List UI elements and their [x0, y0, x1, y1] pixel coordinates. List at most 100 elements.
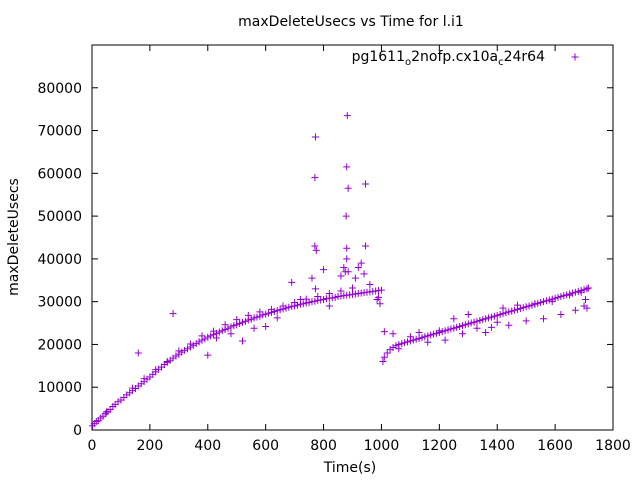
x-tick-label: 1200: [422, 438, 458, 454]
data-point: [114, 398, 122, 406]
data-point: [406, 333, 414, 341]
x-tick-label: 1000: [364, 438, 400, 454]
data-point: [227, 330, 235, 338]
data-point: [505, 321, 513, 329]
data-point: [262, 310, 270, 318]
axes: 0 200 400 600 800 1000 1200 1400 1600 1800 0 10000 2…: [37, 44, 631, 454]
data-point: [230, 322, 238, 330]
y-tick-label: 40000: [37, 252, 82, 268]
data-point: [557, 293, 565, 301]
data-point: [291, 299, 299, 307]
x-tick-label: 200: [137, 438, 164, 454]
x-tick-label: 1800: [595, 438, 631, 454]
data-point: [354, 263, 362, 271]
data-point: [513, 301, 521, 309]
data-point: [519, 304, 527, 312]
data-point: [198, 332, 206, 340]
data-point: [383, 349, 391, 357]
data-point: [273, 307, 281, 315]
y-tick-label: 30000: [37, 295, 82, 311]
data-point: [499, 304, 507, 312]
data-point: [557, 311, 565, 318]
data-point: [204, 333, 212, 341]
data-point: [554, 293, 562, 301]
data-point: [380, 328, 388, 336]
data-point: [376, 300, 384, 308]
data-point: [447, 325, 455, 333]
data-point: [320, 296, 328, 304]
y-tick-label: 10000: [37, 380, 82, 396]
data-point: [542, 297, 550, 305]
data-point: [545, 296, 553, 304]
data-point: [265, 309, 273, 317]
data-point: [204, 351, 212, 359]
data-point: [247, 315, 255, 323]
data-point: [296, 296, 304, 304]
y-tick-label: 0: [73, 423, 82, 439]
chart-title: maxDeleteUsecs vs Time for l.i1: [238, 14, 464, 30]
data-point: [456, 322, 464, 330]
data-point: [175, 347, 183, 355]
data-point: [461, 321, 469, 329]
data-point: [311, 174, 319, 182]
data-point: [398, 340, 406, 348]
data-point: [129, 384, 137, 392]
data-point: [186, 340, 194, 348]
data-point: [337, 272, 345, 280]
data-point: [212, 334, 220, 342]
data-point: [584, 284, 592, 292]
data-point: [487, 323, 495, 331]
data-point: [464, 311, 472, 318]
data-point: [490, 312, 498, 320]
data-point: [343, 255, 351, 263]
y-tick-label: 50000: [37, 209, 82, 225]
data-point: [458, 330, 466, 338]
data-point: [344, 268, 352, 276]
legend-label: pg1611o2nofp.cx10ac24r64: [352, 49, 546, 68]
data-point: [415, 334, 423, 342]
data-point: [551, 294, 559, 302]
data-point: [583, 285, 591, 293]
data-point: [583, 304, 591, 312]
data-point: [267, 305, 275, 313]
data-point: [424, 332, 432, 340]
data-point: [343, 112, 351, 120]
data-point: [401, 339, 409, 347]
data-point: [485, 314, 493, 322]
data-point: [412, 335, 420, 343]
data-point: [380, 353, 388, 361]
data-point: [427, 331, 435, 339]
data-point: [250, 324, 258, 332]
data-point: [482, 315, 490, 323]
x-axis-label: Time(s): [323, 460, 376, 476]
data-point: [435, 327, 443, 335]
data-point: [342, 212, 350, 220]
data-points: [89, 112, 592, 430]
x-tick-label: 600: [252, 438, 279, 454]
data-point: [311, 242, 319, 250]
data-point: [331, 293, 339, 301]
data-point: [207, 332, 215, 340]
data-point: [305, 299, 313, 307]
data-point: [540, 315, 548, 323]
data-point: [470, 318, 478, 326]
data-point: [325, 302, 333, 310]
data-point: [360, 270, 368, 278]
data-point: [531, 300, 539, 308]
y-tick-label: 60000: [37, 166, 82, 182]
data-point: [244, 311, 252, 319]
data-point: [163, 358, 171, 366]
data-point: [453, 323, 461, 331]
data-point: [362, 242, 370, 250]
data-point: [218, 327, 226, 335]
data-point: [308, 274, 316, 282]
data-point: [221, 321, 229, 329]
x-tick-label: 1400: [479, 438, 515, 454]
data-point: [548, 298, 556, 306]
data-point: [343, 163, 351, 171]
data-point: [288, 278, 296, 286]
data-point: [415, 328, 423, 336]
data-point: [444, 326, 452, 334]
data-point: [224, 324, 232, 332]
